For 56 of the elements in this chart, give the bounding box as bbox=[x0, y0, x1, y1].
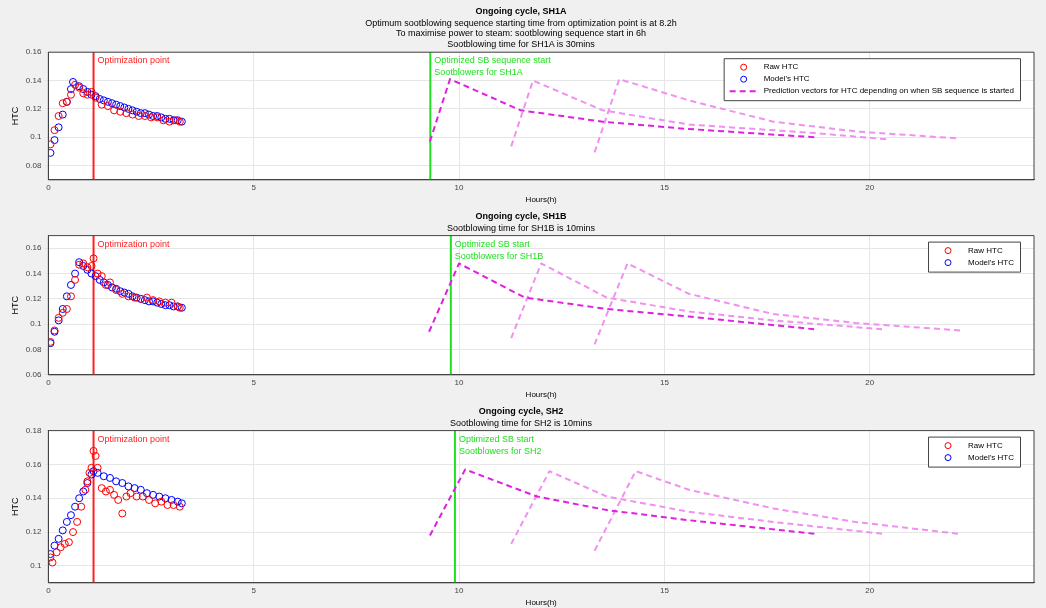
x-tick-label: 0 bbox=[46, 377, 52, 387]
legend-label: Model's HTC bbox=[968, 257, 1015, 267]
x-tick-label: 20 bbox=[865, 377, 875, 387]
legend-label: Raw HTC bbox=[763, 62, 799, 72]
x-tick-label: 15 bbox=[659, 182, 670, 192]
y-tick-label: 0.1 bbox=[30, 319, 42, 329]
y-tick-label: 0.14 bbox=[25, 493, 42, 503]
chart-subtitle: Sootblowing time for SH2 is 10mins bbox=[449, 417, 593, 428]
y-axis-title: HTC bbox=[9, 295, 20, 315]
ref-line-label: Optimization point bbox=[97, 238, 171, 249]
chart-subtitle: Optimum sootblowing sequence starting time from optimization point is at 8.2h To maximise power to steam: sootblowing sequence start in 6h Sootblowing time for SH1A is 30mins bbox=[365, 17, 677, 50]
legend-label: Raw HTC bbox=[968, 440, 1003, 450]
ref-line-label: Optimized SB start Sootblowers for SH1B bbox=[454, 238, 544, 261]
y-tick-label: 0.12 bbox=[25, 104, 42, 114]
legend-label: Model's HTC bbox=[968, 452, 1015, 462]
legend-label: Prediction vectors for HTC depending on when SB sequence is started bbox=[763, 86, 1014, 96]
ref-line-label: Optimized SB sequence start Sootblowers for SH1A bbox=[434, 55, 552, 78]
x-tick-label: 0 bbox=[46, 585, 52, 595]
chart-subtitle: Sootblowing time for SH1B is 10mins bbox=[446, 222, 596, 233]
x-tick-label: 15 bbox=[659, 377, 670, 387]
ref-line-label: Optimization point bbox=[97, 433, 171, 444]
x-tick-label: 10 bbox=[454, 377, 465, 387]
x-tick-label: 0 bbox=[46, 182, 52, 192]
y-tick-label: 0.14 bbox=[25, 75, 42, 85]
y-tick-label: 0.1 bbox=[30, 132, 42, 142]
chart-title: Ongoing cycle, SH2 bbox=[478, 405, 564, 416]
x-axis-title: Hours(h) bbox=[525, 390, 558, 400]
y-axis-title: HTC bbox=[9, 496, 20, 516]
x-axis-title: Hours(h) bbox=[525, 195, 558, 205]
x-tick-label: 10 bbox=[454, 585, 465, 595]
y-tick-label: 0.16 bbox=[25, 459, 42, 469]
x-axis-title: Hours(h) bbox=[525, 598, 558, 608]
chart-title: Ongoing cycle, SH1B bbox=[475, 210, 567, 221]
x-tick-label: 5 bbox=[251, 182, 257, 192]
y-tick-label: 0.14 bbox=[25, 268, 42, 278]
ref-line-label: Optimized SB start Sootblowers for SH2 bbox=[458, 433, 542, 456]
legend-label: Model's HTC bbox=[763, 74, 810, 84]
y-tick-label: 0.08 bbox=[25, 160, 42, 170]
x-tick-label: 20 bbox=[865, 585, 875, 595]
y-axis-title: HTC bbox=[9, 106, 20, 126]
chart-title: Ongoing cycle, SH1A bbox=[475, 5, 567, 16]
ref-line-label: Optimization point bbox=[97, 55, 171, 66]
y-tick-label: 0.16 bbox=[25, 47, 42, 57]
y-tick-label: 0.12 bbox=[25, 527, 42, 537]
y-tick-label: 0.08 bbox=[25, 344, 42, 354]
x-tick-label: 15 bbox=[659, 585, 670, 595]
legend-label: Raw HTC bbox=[968, 245, 1003, 255]
y-tick-label: 0.18 bbox=[25, 425, 42, 435]
y-tick-label: 0.1 bbox=[30, 561, 42, 571]
x-tick-label: 5 bbox=[251, 585, 257, 595]
y-tick-label: 0.06 bbox=[25, 370, 42, 379]
x-tick-label: 20 bbox=[865, 182, 875, 192]
y-tick-label: 0.12 bbox=[25, 294, 42, 304]
x-tick-label: 5 bbox=[251, 377, 257, 387]
y-tick-label: 0.16 bbox=[25, 243, 42, 253]
x-tick-label: 10 bbox=[454, 182, 465, 192]
